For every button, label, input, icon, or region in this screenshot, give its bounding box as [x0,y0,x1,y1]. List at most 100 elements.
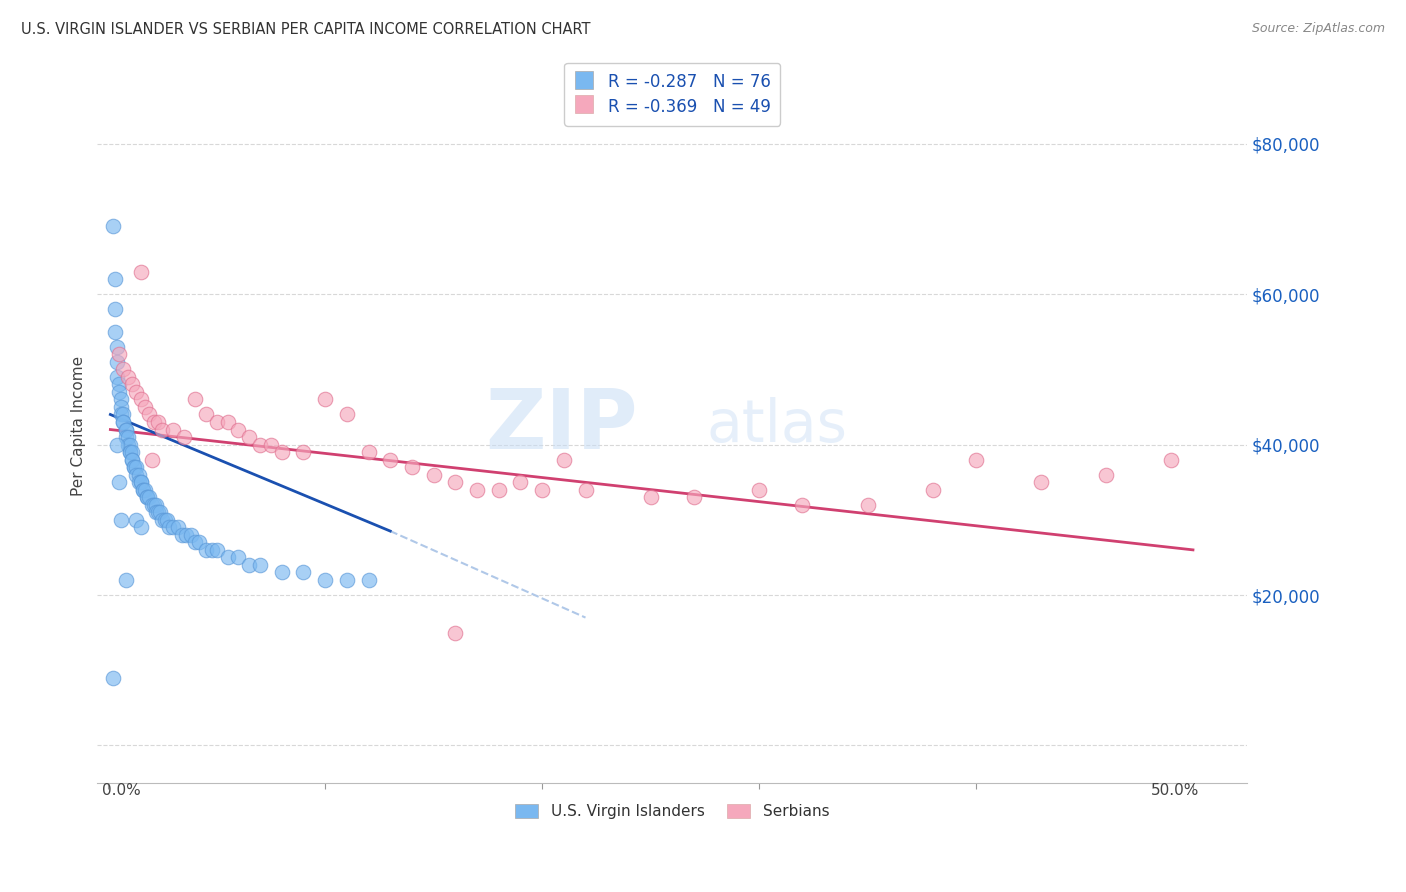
Point [270,566,292,580]
Point [465,483,488,497]
Point [117,430,139,444]
Point [380,452,402,467]
Point [128,467,150,482]
Point [509,475,531,490]
Text: U.S. VIRGIN ISLANDER VS SERBIAN PER CAPITA INCOME CORRELATION CHART: U.S. VIRGIN ISLANDER VS SERBIAN PER CAPI… [21,22,591,37]
Point [142,415,165,429]
Point [792,498,814,512]
Point [162,520,184,534]
Point [201,542,224,557]
Point [108,475,131,490]
Point [488,483,510,497]
Point [118,437,141,451]
Point [110,392,132,407]
Point [357,445,380,459]
Point [112,415,135,429]
Legend: U.S. Virgin Islanders, Serbians: U.S. Virgin Islanders, Serbians [509,797,835,825]
Point [184,535,207,549]
Point [217,415,239,429]
Point [141,498,163,512]
Point [166,520,188,534]
Point [156,513,179,527]
Point [125,460,148,475]
Point [122,460,145,475]
Point [129,264,152,278]
Point [110,408,132,422]
Point [640,490,662,504]
Point [110,400,132,414]
Point [104,272,127,286]
Point [249,437,271,451]
Point [108,384,131,399]
Point [121,377,143,392]
Point [114,573,136,587]
Point [132,483,155,497]
Point [134,400,156,414]
Point [965,452,987,467]
Point [1029,475,1052,490]
Text: ZIP: ZIP [485,385,638,467]
Point [138,408,160,422]
Point [260,437,283,451]
Point [108,347,131,361]
Point [146,415,169,429]
Point [105,370,128,384]
Point [114,430,136,444]
Point [336,573,359,587]
Point [270,445,292,459]
Point [444,475,467,490]
Point [129,475,152,490]
Point [217,550,239,565]
Point [238,430,260,444]
Point [152,513,174,527]
Point [112,362,135,376]
Point [125,513,148,527]
Point [105,355,128,369]
Point [136,490,159,504]
Point [117,437,139,451]
Point [292,445,315,459]
Point [104,302,127,317]
Point [157,520,180,534]
Point [574,483,596,497]
Point [121,452,143,467]
Point [162,423,184,437]
Point [134,483,156,497]
Point [121,452,143,467]
Point [146,505,169,519]
Point [683,490,706,504]
Point [170,528,193,542]
Point [114,423,136,437]
Point [149,505,172,519]
Point [152,423,174,437]
Point [118,445,141,459]
Point [336,408,359,422]
Point [205,542,228,557]
Point [129,475,152,490]
Point [117,370,139,384]
Point [314,392,336,407]
Point [141,452,163,467]
Point [128,475,150,490]
Text: 0.0%: 0.0% [101,783,141,798]
Point [194,542,217,557]
Point [238,558,260,572]
Text: 50.0%: 50.0% [1152,783,1199,798]
Point [110,513,132,527]
Point [531,483,554,497]
Point [921,483,943,497]
Point [129,520,152,534]
Point [138,490,160,504]
Point [444,625,467,640]
Point [145,498,167,512]
Point [1095,467,1118,482]
Point [184,392,207,407]
Point [101,219,124,234]
Point [401,460,423,475]
Point [1160,452,1182,467]
Point [357,573,380,587]
Y-axis label: Per Capita Income: Per Capita Income [72,356,86,496]
Point [118,445,141,459]
Text: Source: ZipAtlas.com: Source: ZipAtlas.com [1251,22,1385,36]
Point [422,467,444,482]
